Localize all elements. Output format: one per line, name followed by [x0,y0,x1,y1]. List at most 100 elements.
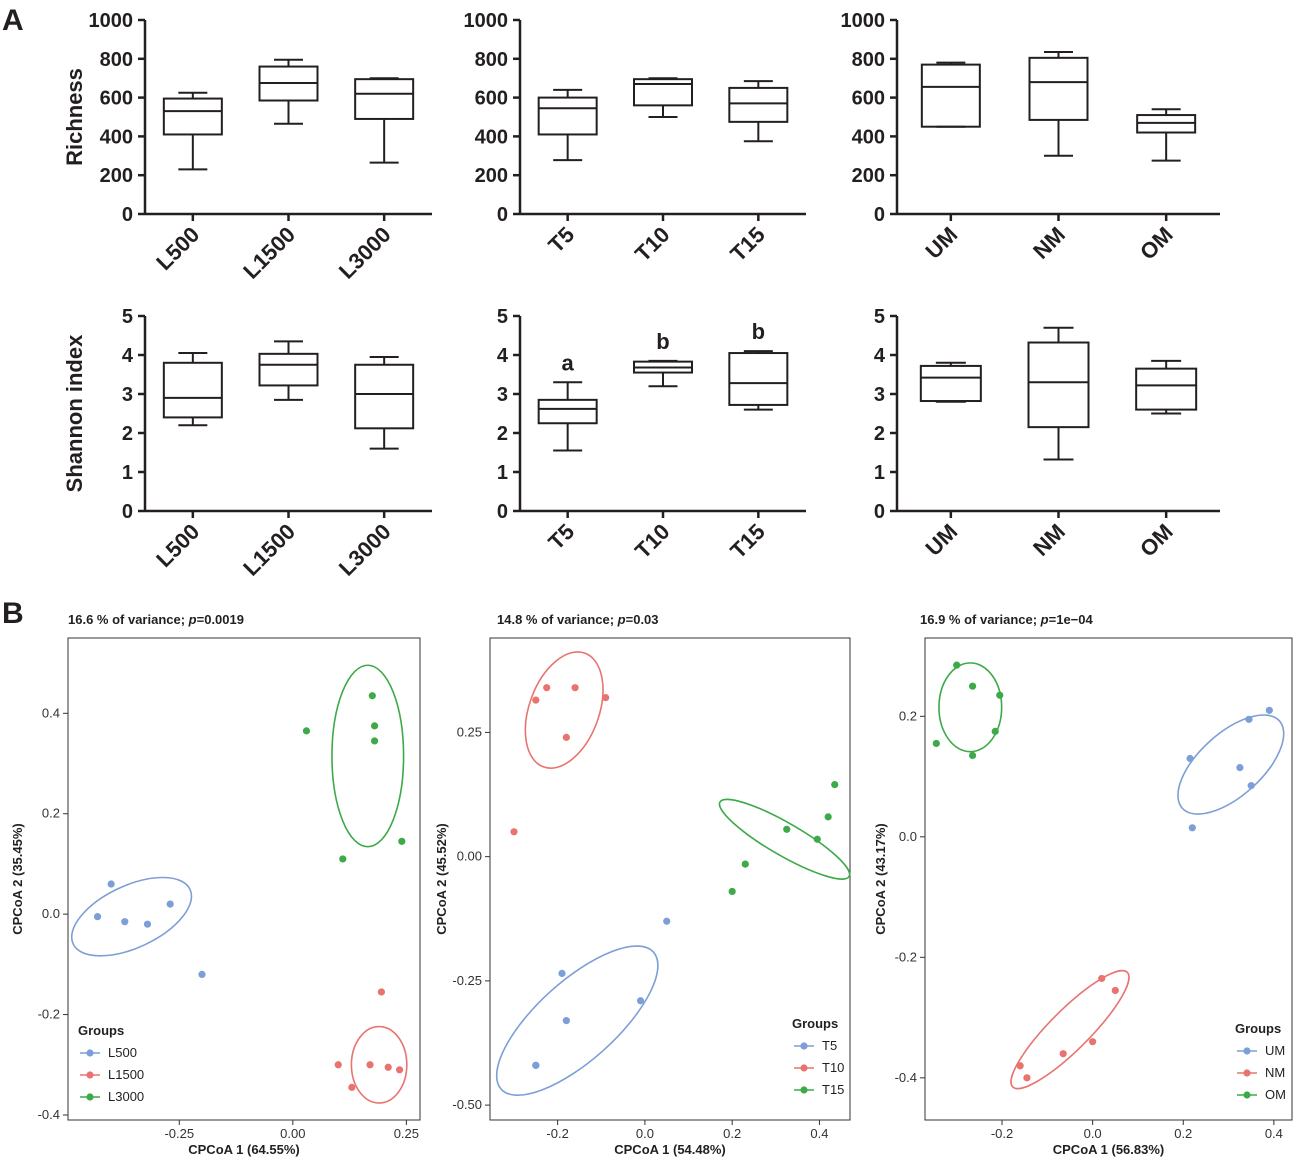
chart-title-p: p [1040,612,1049,627]
cpcoa-chart-1: 14.8 % of variance; p=0.03 -0.2 0.0 0.2 0.4 -… [434,612,851,1157]
cpcoa-chart-0: 16.6 % of variance; p=0.0019 -0.25 0.00 0.2… [10,612,421,1157]
data-point [663,917,671,925]
data-point [991,727,999,735]
data-point [395,1066,404,1074]
confidence-ellipse [331,664,405,848]
data-point [824,813,832,821]
box-chart-2: 0 200 400 600 800 1000 UM NM OM [841,10,1220,265]
cpcoa-chart-2: 16.9 % of variance; p=1e−04 -0.2 0.0 0.2 0.4… [873,612,1293,1157]
y-tick-label: -0.25 [452,973,482,988]
legend-title: Groups [792,1016,838,1031]
y-tick-label: 1000 [464,10,509,32]
legend-key-point [1243,1069,1251,1077]
box-chart-1: 0 200 400 600 800 1000 T5 T10 T15 [464,10,806,266]
box [354,78,415,120]
x-tick-label: UM [920,222,962,264]
data-point [302,727,311,735]
confidence-ellipse [718,798,851,880]
box [1135,367,1198,411]
y-tick-label: 2 [874,423,885,445]
box [354,363,415,430]
x-tick-label: L3000 [334,222,396,284]
data-point [1265,706,1273,714]
data-point [1098,974,1106,983]
data-point [831,780,839,789]
data-point [1023,1074,1031,1082]
box [728,352,789,406]
box [537,96,598,136]
plot-border [489,637,851,1121]
box [1028,56,1089,121]
data-point [932,739,940,748]
data-point [636,997,645,1005]
chart-title-p: p [617,612,626,627]
y-tick-label: 200 [475,165,508,187]
x-tick-label: -0.2 [991,1126,1013,1141]
confidence-ellipse [938,662,1003,753]
x-tick-label: L500 [151,519,204,572]
y-tick-label: 2 [497,423,508,445]
y-tick-label: 1000 [89,10,134,32]
box [162,361,223,419]
data-point [107,880,115,888]
data-point [1247,782,1255,790]
legend-key-point [800,1064,808,1072]
data-point [339,855,347,863]
legend-label: T5 [822,1038,837,1053]
data-point [334,1061,342,1069]
x-tick-label: 0.2 [723,1126,741,1141]
y-tick-label: 2 [122,423,133,445]
y-tick-label: 800 [475,49,508,71]
x-tick-label: L500 [151,222,204,275]
box [919,364,982,403]
legend-key-point [1243,1091,1251,1099]
data-point [968,682,977,690]
y-tick-label: 0.2 [42,806,60,821]
data-point [602,694,610,702]
y-tick-label: 0 [122,501,133,523]
y-tick-label: 800 [100,49,133,71]
significance-letter: b [752,319,765,344]
data-point [968,751,977,760]
x-tick-label: 0.0 [1084,1126,1102,1141]
x-tick-label: 0.4 [1265,1126,1283,1141]
data-point [571,684,579,692]
box [537,398,598,425]
data-point [198,970,206,978]
box [920,63,981,128]
y-tick-label: -0.50 [452,1097,482,1112]
data-point [398,837,406,845]
confidence-ellipse [350,1025,408,1104]
x-tick-label: T5 [543,519,579,555]
chart-title-p: p [188,612,197,627]
data-point [1059,1050,1067,1058]
y-tick-label: 3 [122,384,133,406]
x-tick-label: L1500 [238,222,300,284]
legend-key-point [800,1086,808,1094]
chart-title-prefix: 16.6 % of variance; [68,612,189,627]
legend-key-point [86,1071,94,1079]
x-tick-label: 0.0 [636,1126,654,1141]
x-tick-label: UM [920,519,962,561]
y-tick-label: 200 [100,165,133,187]
y-tick-label: 4 [122,345,134,367]
data-point [1016,1062,1024,1070]
confidence-ellipse [70,876,193,957]
x-tick-label: 0.2 [1174,1126,1192,1141]
legend-key-point [1243,1047,1251,1055]
y-tick-label: 3 [874,384,885,406]
y-axis-title: Shannon index [62,334,87,492]
y-tick-label: 600 [475,88,508,110]
y-tick-label: -0.4 [38,1107,60,1122]
x-tick-label: 0.4 [810,1126,828,1141]
legend-key-point [800,1042,808,1050]
data-point [370,722,379,730]
legend: Groups UM NM OM [1235,1021,1286,1102]
chart-title-prefix: 14.8 % of variance; [497,612,618,627]
y-tick-label: -0.4 [895,1070,917,1085]
y-tick-label: 5 [122,306,133,328]
legend-title: Groups [78,1023,124,1038]
data-point [1111,986,1119,995]
chart-title: 14.8 % of variance; p=0.03 [497,612,659,627]
